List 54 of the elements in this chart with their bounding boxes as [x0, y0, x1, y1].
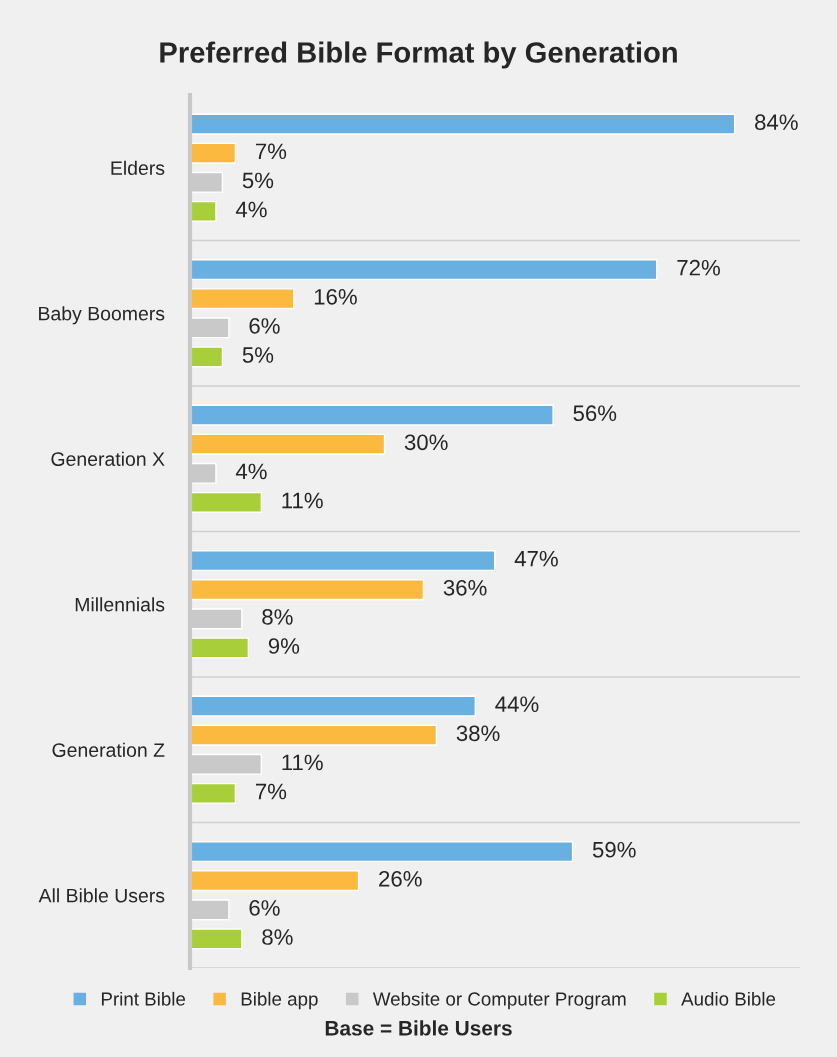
bar [190, 433, 386, 455]
data-label: 7% [255, 143, 287, 160]
y-tick-label: Generation X [51, 451, 165, 466]
data-label: 11% [282, 754, 323, 771]
data-label: 8% [262, 609, 293, 625]
bar [190, 259, 658, 281]
data-label: 5% [242, 347, 274, 363]
data-label: 84% [755, 114, 798, 131]
data-label: 36% [443, 579, 487, 596]
data-label: 5% [242, 172, 274, 189]
bar [190, 782, 237, 804]
bar [190, 113, 736, 135]
bar [190, 928, 243, 950]
data-label: 59% [592, 841, 636, 858]
data-label: 38% [456, 725, 500, 742]
data-label: 11% [282, 492, 323, 509]
bar [190, 491, 263, 513]
data-label: 9% [268, 638, 300, 654]
y-tick-label: All Bible Users [38, 888, 165, 903]
y-tick-label: Baby Boomers [39, 306, 165, 325]
data-label: 4% [235, 201, 267, 218]
data-label: 47% [514, 550, 558, 567]
legend-label: Audio Bible [681, 991, 776, 1006]
data-label: 72% [677, 259, 720, 276]
data-label: 26% [379, 870, 422, 887]
bar [190, 637, 250, 659]
data-label: 44% [495, 696, 539, 712]
data-label: 30% [404, 434, 448, 451]
bar [190, 200, 217, 222]
data-label: 6% [249, 900, 280, 916]
bar [190, 870, 360, 892]
bar [190, 841, 574, 863]
bar [190, 346, 224, 368]
y-tick-label: Millennials [75, 597, 165, 612]
bar [190, 288, 295, 310]
bar [190, 579, 425, 601]
bar [190, 404, 554, 426]
legend-label: Print Bible [101, 991, 186, 1006]
bar [190, 695, 476, 717]
data-label: 4% [235, 463, 267, 480]
y-tick-label: Elders [111, 160, 165, 175]
data-label: 7% [255, 783, 287, 800]
bar [190, 724, 438, 746]
bar [190, 142, 237, 164]
data-label: 6% [249, 318, 280, 334]
y-tick-label: Generation Z [52, 742, 165, 757]
bar [190, 550, 496, 572]
data-label: 16% [314, 288, 357, 305]
data-label: 56% [573, 405, 617, 422]
text: Base = Bible Users [325, 1020, 512, 1036]
legend-label: Website or Computer Program [372, 991, 626, 1010]
legend-label: Bible app [241, 991, 318, 1010]
chart-title: Preferred Bible Format by Generation [160, 41, 677, 69]
data-label: 8% [262, 929, 293, 945]
